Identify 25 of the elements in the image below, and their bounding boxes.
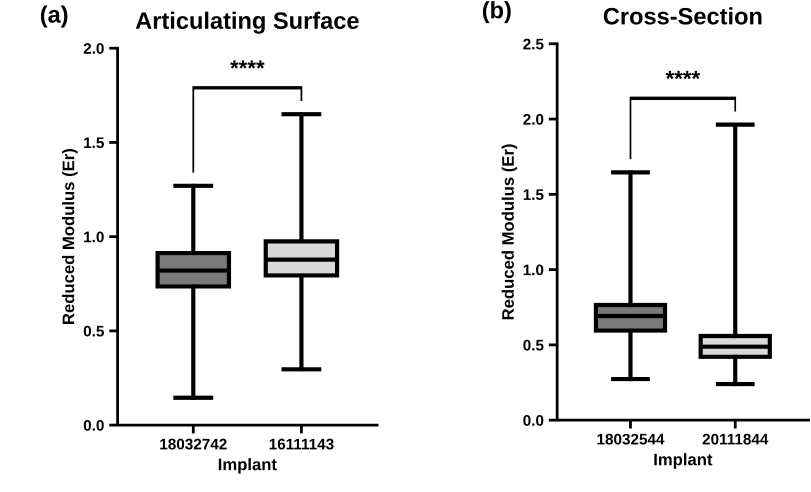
y-tick-label: 1.5	[524, 189, 544, 200]
annotation: ****	[666, 70, 700, 80]
y-tick-label: 2.5	[523, 38, 544, 50]
y-tick-label: 1.5	[84, 137, 104, 148]
y-tick-label: 0.0	[523, 415, 544, 426]
annotation: ****	[230, 60, 265, 69]
text: (a)	[40, 5, 68, 28]
y-tick-label: 0.5	[84, 326, 104, 337]
x-tick-label: 16111143	[270, 438, 334, 450]
y-axis-title: Reduced Modulus (Er)	[502, 144, 518, 320]
y-tick-label: 1.0	[84, 232, 104, 242]
chart-title: Articulating Surface	[136, 12, 359, 34]
x-tick-label: 18032742	[160, 438, 227, 450]
y-tick-label: 0.5	[523, 340, 544, 351]
x-tick-label: 20111844	[702, 434, 768, 445]
y-axis-title: Reduced Modulus (Er)	[62, 149, 78, 324]
y-tick-label: 2.0	[84, 43, 104, 54]
y-tick-label: 1.0	[524, 264, 544, 276]
x-axis-title: Implant	[218, 458, 277, 474]
x-tick-label: 18032544	[597, 434, 664, 445]
text: (b)	[482, 1, 511, 24]
chart-title: Cross-Section	[604, 7, 762, 25]
y-tick-label: 0.0	[84, 420, 104, 431]
x-axis-title: Implant	[654, 453, 712, 469]
y-tick-label: 2.0	[523, 114, 544, 125]
